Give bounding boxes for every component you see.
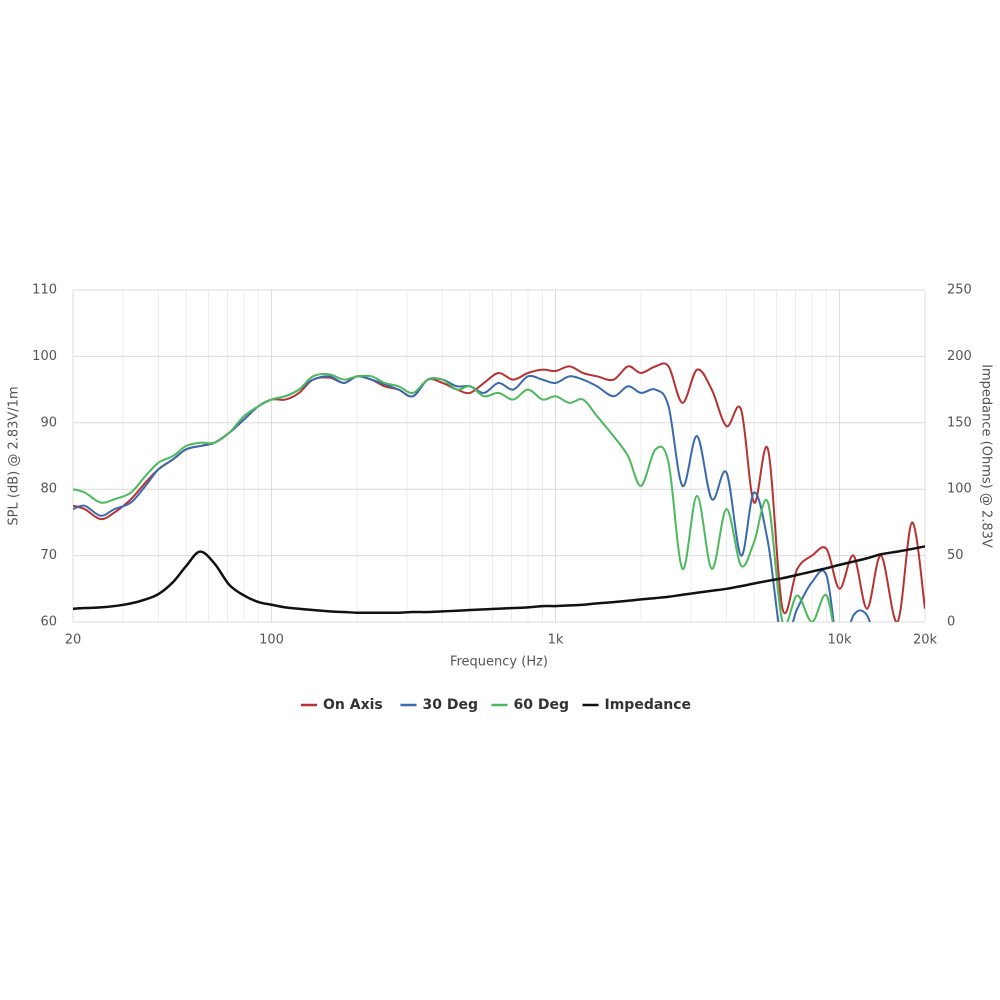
y-tick-label: 60	[40, 615, 57, 630]
y2-tick-label: 200	[947, 349, 972, 364]
y2-axis-title: Impedance (Ohms) @ 2.83V	[979, 364, 994, 548]
series-line	[73, 545, 925, 615]
y-tick-label: 110	[32, 283, 57, 298]
legend-label: On Axis	[323, 697, 383, 713]
series-line	[73, 373, 834, 622]
y2-tick-label: 0	[947, 615, 955, 630]
y2-tick-label: 50	[947, 548, 964, 563]
y-tick-label: 100	[32, 349, 57, 364]
series-line	[73, 374, 871, 622]
y-tick-label: 70	[40, 548, 57, 563]
y-tick-label: 80	[40, 482, 57, 497]
x-tick-label: 10k	[827, 633, 852, 648]
x-tick-label: 100	[259, 633, 284, 648]
y2-tick-label: 150	[947, 415, 972, 430]
legend-label: 30 Deg	[423, 697, 479, 713]
x-axis-title: Frequency (Hz)	[450, 655, 548, 670]
y-tick-label: 90	[40, 415, 57, 430]
legend: On Axis 30 Deg 60 Deg Impedance	[301, 697, 691, 713]
y2-tick-label: 100	[947, 482, 972, 497]
y2-tick-label: 250	[947, 283, 972, 298]
plot-area	[73, 362, 925, 622]
x-tick-label: 1k	[548, 633, 564, 648]
legend-label: 60 Deg	[514, 697, 570, 713]
legend-label: Impedance	[605, 697, 692, 713]
series-line	[73, 362, 925, 622]
x-tick-label: 20	[65, 633, 82, 648]
y-axis-title: SPL (dB) @ 2.83V/1m	[7, 386, 22, 525]
x-tick-label: 20k	[913, 633, 938, 648]
